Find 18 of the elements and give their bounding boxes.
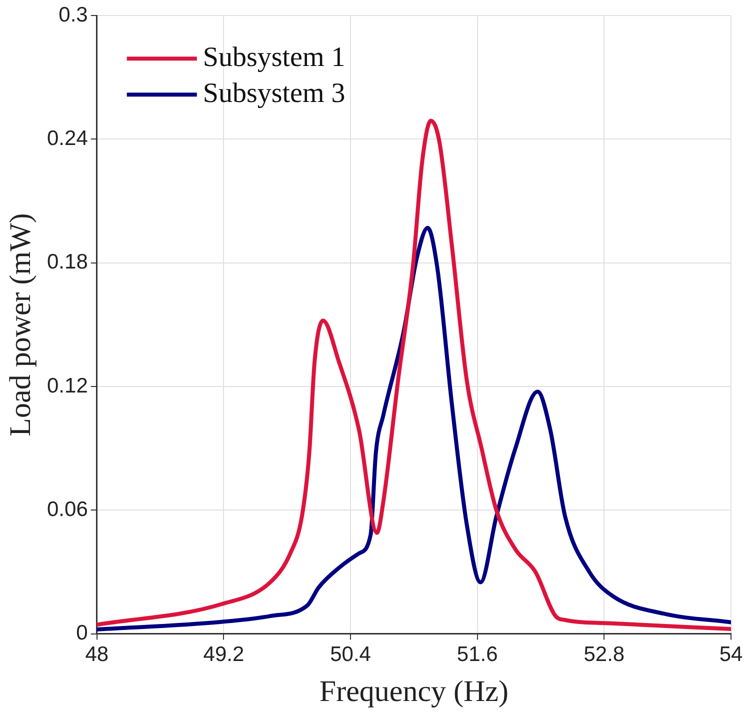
y-tick-label: 0.18 [46,250,88,274]
line-series [96,226,731,632]
x-tick-label: 51.6 [456,643,498,666]
legend-label: Subsystem 3 [202,78,346,109]
line-series [96,118,731,632]
x-tick-label: 49.2 [203,643,244,666]
x-tick-label: 54 [719,643,743,666]
y-tick-label: 0.12 [46,374,88,398]
x-tick-label: 52.8 [584,643,625,666]
legend-label: Subsystem 1 [202,42,346,73]
y-tick-label: 0.3 [58,3,88,26]
x-axis-title: Frequency (Hz) [319,674,508,708]
y-tick-label: 0 [76,622,88,645]
y-tick-label: 0.24 [46,127,88,150]
y-tick-label: 0.06 [46,498,88,521]
x-tick-label: 48 [85,643,109,666]
y-axis-title: Load power (mW) [4,213,37,436]
x-tick-label: 50.4 [330,643,372,666]
